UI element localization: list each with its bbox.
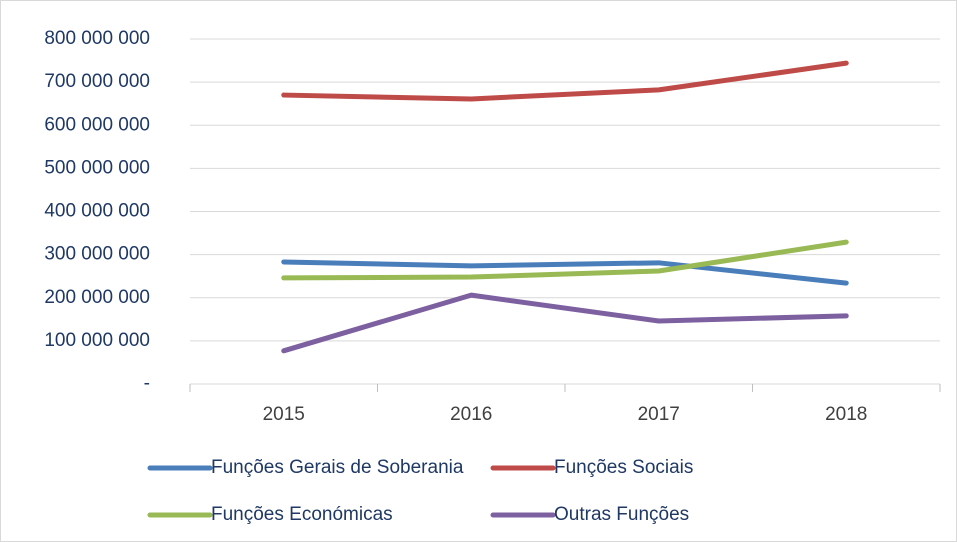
y-tick-label: 500 000 000 bbox=[44, 157, 150, 178]
y-tick-label: 200 000 000 bbox=[44, 287, 150, 308]
legend-label: Funções Gerais de Soberania bbox=[211, 457, 464, 478]
y-tick-label: 700 000 000 bbox=[44, 71, 150, 92]
x-tick-label: 2016 bbox=[450, 404, 492, 425]
series-line bbox=[281, 60, 849, 102]
series-line bbox=[281, 259, 849, 286]
x-tick-label: 2015 bbox=[263, 404, 305, 425]
series-line bbox=[281, 239, 849, 281]
y-tick-label: 600 000 000 bbox=[44, 114, 150, 135]
y-tick-label: - bbox=[144, 373, 150, 394]
y-tick-label: 800 000 000 bbox=[44, 28, 150, 49]
x-tick-label: 2017 bbox=[638, 404, 680, 425]
series-line bbox=[281, 292, 849, 354]
legend-label: Outras Funções bbox=[554, 504, 689, 525]
legend-label: Funções Económicas bbox=[211, 504, 393, 525]
legend-label: Funções Sociais bbox=[554, 457, 693, 478]
y-tick-label: 400 000 000 bbox=[44, 201, 150, 222]
y-tick-label: 300 000 000 bbox=[44, 244, 150, 265]
x-tick-label: 2018 bbox=[825, 404, 867, 425]
y-tick-label: 100 000 000 bbox=[44, 330, 150, 351]
